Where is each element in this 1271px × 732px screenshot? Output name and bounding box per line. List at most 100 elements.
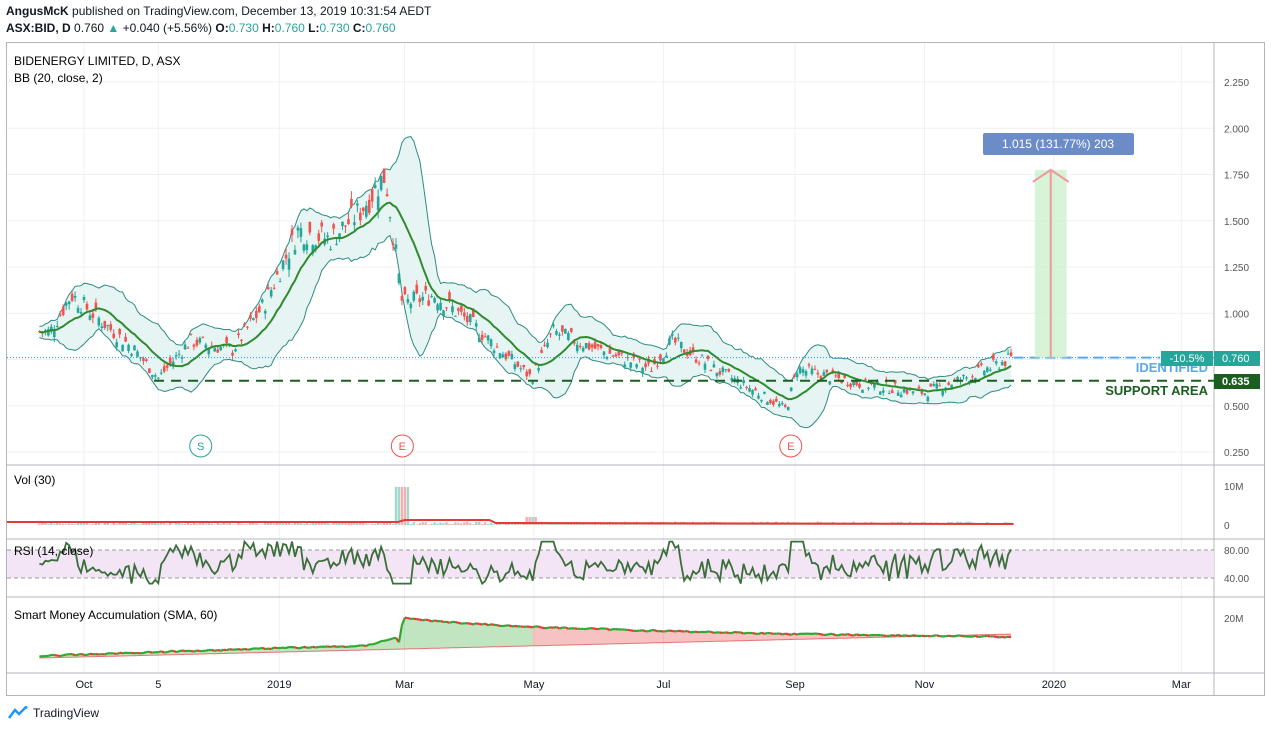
candle-body bbox=[326, 235, 329, 238]
candle-body bbox=[635, 364, 638, 368]
candle-body bbox=[620, 352, 624, 354]
volume-bar bbox=[311, 522, 314, 525]
sma-segment bbox=[487, 623, 492, 627]
sma-segment bbox=[226, 648, 230, 652]
volume-bar bbox=[784, 524, 787, 525]
volume-bar bbox=[73, 524, 77, 525]
candle-body bbox=[255, 311, 258, 318]
measure-arrowhead bbox=[1032, 168, 1070, 183]
candle-body bbox=[575, 344, 579, 352]
candle-body bbox=[581, 347, 585, 352]
volume-bar bbox=[546, 523, 549, 525]
sma-segment bbox=[303, 645, 308, 649]
candle-body bbox=[751, 389, 754, 395]
volume-bar bbox=[76, 521, 80, 525]
volume-bar bbox=[296, 521, 300, 525]
sma-segment bbox=[793, 632, 798, 636]
volume-bar bbox=[240, 523, 243, 525]
author-name[interactable]: AngusMcK bbox=[6, 4, 69, 18]
volume-bar bbox=[142, 522, 145, 525]
candle-body bbox=[917, 386, 921, 389]
sma-segment bbox=[261, 646, 266, 651]
volume-bar bbox=[174, 522, 178, 525]
candle-body bbox=[840, 381, 843, 384]
earnings-marker-icon[interactable]: E bbox=[779, 434, 803, 458]
candle-body bbox=[715, 372, 719, 377]
candle-body bbox=[159, 372, 163, 374]
sma-segment bbox=[948, 634, 952, 638]
sma-segment bbox=[710, 630, 715, 634]
sma-segment bbox=[458, 621, 462, 625]
sma-segment bbox=[273, 646, 278, 650]
chart-canvas[interactable]: 1.015 (131.77%) 203 IDENTIFIED SUPPORT A… bbox=[0, 0, 1271, 700]
volume-bar bbox=[362, 522, 365, 525]
volume-bar bbox=[148, 522, 151, 525]
sma-segment bbox=[330, 645, 334, 648]
sma-segment bbox=[481, 622, 486, 626]
candle-body bbox=[394, 244, 398, 249]
candle-body bbox=[983, 370, 986, 376]
candle-body bbox=[534, 364, 537, 366]
sma-segment bbox=[778, 632, 783, 636]
earnings-marker-icon[interactable]: E bbox=[390, 434, 414, 458]
volume-bar bbox=[356, 522, 359, 525]
candle-body bbox=[638, 358, 641, 360]
sma-segment bbox=[312, 645, 317, 649]
price-axis[interactable]: 2.2502.0001.7501.5001.2501.0000.7500.500… bbox=[1224, 78, 1249, 459]
volume-bar bbox=[314, 522, 317, 525]
candle-body bbox=[466, 316, 469, 323]
volume-bar bbox=[638, 524, 641, 525]
candle-body bbox=[415, 284, 419, 294]
time-axis[interactable]: Oct 5 2019 Mar May Jul Sep Nov 2020 Mar bbox=[75, 679, 1191, 691]
price-tick-label: 1.500 bbox=[1224, 217, 1249, 228]
candle-body bbox=[578, 345, 582, 347]
candle-body bbox=[94, 302, 98, 309]
sma-segment bbox=[270, 646, 275, 650]
split-marker-icon[interactable]: S bbox=[189, 434, 213, 458]
volume-bar bbox=[91, 524, 95, 525]
volume-bar bbox=[359, 522, 362, 525]
sma-segment bbox=[80, 652, 85, 656]
support-price-tag: 0.635 bbox=[1214, 374, 1260, 389]
volume-bar bbox=[418, 523, 421, 525]
candle-body bbox=[186, 347, 190, 349]
candle-body bbox=[293, 249, 297, 255]
candle-body bbox=[997, 368, 1001, 370]
candle-body bbox=[757, 395, 760, 399]
candle-body bbox=[88, 315, 92, 320]
volume-bar bbox=[436, 523, 439, 525]
candle-body bbox=[617, 349, 621, 356]
rsi-tick-40: 40.00 bbox=[1224, 574, 1249, 585]
volume-bar bbox=[739, 524, 742, 525]
volume-bar bbox=[127, 523, 130, 525]
sma-segment bbox=[838, 633, 843, 637]
candle-body bbox=[896, 392, 900, 396]
candle-body bbox=[831, 369, 835, 372]
volume-bar bbox=[97, 522, 101, 525]
volume-bar bbox=[472, 524, 475, 525]
volume-bar bbox=[368, 524, 371, 525]
volume-bar bbox=[180, 524, 184, 525]
footer-brand[interactable]: TradingView bbox=[33, 706, 100, 720]
candle-body bbox=[673, 337, 677, 343]
sma-segment bbox=[404, 616, 409, 620]
sma-segment bbox=[847, 633, 851, 637]
candle-body bbox=[501, 354, 505, 358]
candle-body bbox=[272, 287, 276, 289]
chart-frame[interactable] bbox=[6, 42, 1265, 696]
sma-segment bbox=[478, 622, 483, 626]
sma-segment bbox=[484, 622, 489, 627]
candle-body bbox=[457, 308, 460, 311]
candle-body bbox=[694, 359, 698, 363]
candle-body bbox=[522, 364, 526, 368]
sma-segment bbox=[172, 649, 177, 654]
candle-body bbox=[950, 384, 953, 388]
candle-body bbox=[64, 302, 68, 306]
sma-tick-20m: 20M bbox=[1224, 614, 1243, 625]
sma-segment bbox=[564, 626, 569, 630]
sma-segment bbox=[77, 652, 82, 656]
price-tick-label: 1.000 bbox=[1224, 309, 1249, 320]
volume-bar bbox=[198, 523, 202, 525]
volume-bar bbox=[688, 524, 692, 525]
